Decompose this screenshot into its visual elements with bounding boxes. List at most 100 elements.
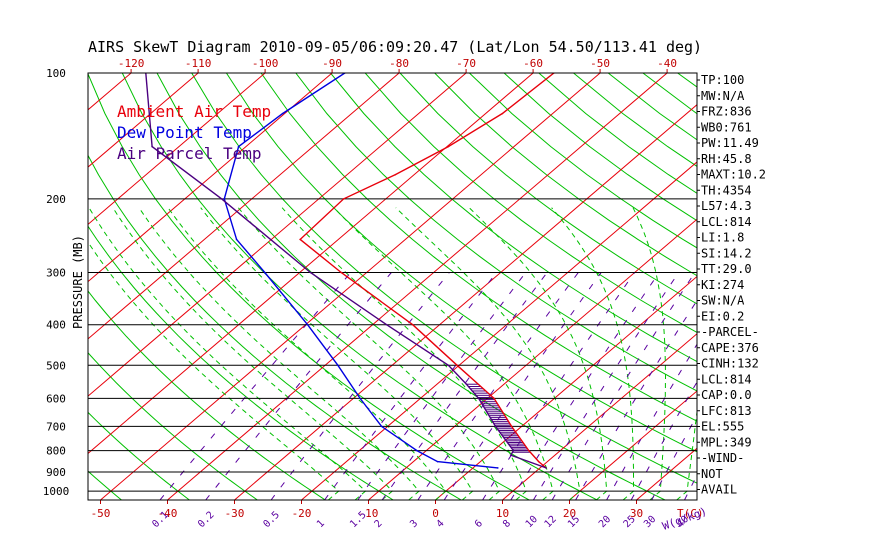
mixing-ratio-tick-label: 20 <box>597 514 613 530</box>
bottom-temp-tick-label: 20 <box>563 507 576 520</box>
series-point-2 <box>477 397 480 400</box>
series-line-0 <box>299 73 555 469</box>
series-line-1 <box>223 73 498 469</box>
dry-adiabat-line <box>364 73 697 334</box>
mixing-ratio-tick-label: 0.5 <box>261 510 282 531</box>
moist-adiabat-line <box>112 207 394 500</box>
index-item: RH:45.8 <box>701 152 752 166</box>
dry-adiabat-line <box>503 73 697 222</box>
dry-adiabat-line <box>747 73 870 500</box>
series-point-2 <box>512 449 515 452</box>
top-temp-tick-label: -120 <box>118 57 145 70</box>
index-item: SI:14.2 <box>701 246 752 260</box>
series-point-2 <box>545 467 547 469</box>
series-point-2 <box>447 364 450 367</box>
pressure-tick-label: 600 <box>46 392 66 405</box>
bottom-temp-tick-label: -10 <box>359 507 379 520</box>
series-point-1 <box>281 112 284 115</box>
series-point-0 <box>299 238 302 241</box>
mixing-ratio-tick-label: 2 <box>373 518 385 530</box>
moist-adiabat-line <box>468 207 608 500</box>
mixing-ratio-line <box>510 272 660 500</box>
isotherm-line <box>771 73 870 500</box>
dry-adiabat-line <box>399 73 697 305</box>
series-point-0 <box>342 198 345 200</box>
index-item: -PARCEL- <box>701 325 759 339</box>
series-point-1 <box>380 425 383 428</box>
moist-adiabat-line <box>88 207 367 500</box>
moist-adiabat-line <box>395 207 581 500</box>
mixing-ratio-tick-label: 8 <box>501 518 513 530</box>
dry-adiabat-line <box>469 73 697 249</box>
dry-adiabat-line <box>295 73 697 392</box>
mixing-ratio-line <box>532 272 680 500</box>
isotherm-line <box>234 104 697 500</box>
index-item: CAPE:376 <box>701 341 759 355</box>
series-point-2 <box>309 271 312 274</box>
isotherm-line <box>88 73 199 168</box>
series-point-2 <box>385 323 388 326</box>
index-item: EI:0.2 <box>701 309 744 323</box>
index-item: NOT <box>701 467 723 481</box>
index-item: FRZ:836 <box>701 105 752 119</box>
series-point-0 <box>411 323 414 326</box>
mixing-ratio-tick-label: 0.2 <box>196 510 217 531</box>
isotherm-line <box>88 73 132 111</box>
series-point-2 <box>494 425 497 428</box>
bottom-temp-tick-label: 0 <box>432 507 439 520</box>
mixing-ratio-line <box>551 272 696 500</box>
dry-adiabat-line <box>88 73 530 500</box>
mixing-ratio-line <box>381 272 548 500</box>
dry-adiabat-line <box>88 290 326 500</box>
moist-adiabat-line <box>167 207 447 500</box>
series-point-1 <box>359 397 361 400</box>
mixing-ratio-line <box>357 272 527 500</box>
pressure-tick-label: 100 <box>46 67 66 80</box>
top-temp-tick-label: -110 <box>185 57 212 70</box>
dry-adiabat-line <box>851 73 870 500</box>
mixing-ratio-tick-label: 4 <box>435 518 447 530</box>
mixing-ratio-line <box>270 272 450 500</box>
pressure-tick-label: 800 <box>46 445 66 458</box>
isotherm-line <box>435 275 697 500</box>
moist-adiabat-line <box>632 207 666 500</box>
index-item: EL:555 <box>701 420 744 434</box>
pressure-tick-label: 200 <box>46 193 66 206</box>
index-item: MAXT:10.2 <box>701 168 766 182</box>
index-item: AVAIL <box>701 483 737 497</box>
series-point-0 <box>394 173 397 176</box>
top-temp-tick-label: -50 <box>590 57 610 70</box>
dry-adiabat-line <box>88 351 258 500</box>
isotherm-line <box>368 218 697 500</box>
legend: Ambient Air Temp Dew Point Temp Air Parc… <box>117 102 271 163</box>
index-item: LCL:814 <box>701 372 752 386</box>
index-item: MPL:349 <box>701 435 752 449</box>
mixing-ratio-tick-label: 3 <box>408 518 420 530</box>
index-item: TP:100 <box>701 73 744 87</box>
dry-adiabat-line <box>816 73 870 500</box>
mixing-ratio-tick-label: 10 <box>524 514 540 530</box>
moist-adiabat-line <box>237 207 501 500</box>
index-item: L57:4.3 <box>701 199 752 213</box>
moist-adiabat-line <box>88 241 340 500</box>
pressure-tick-label: 1000 <box>43 485 70 498</box>
top-temp-tick-label: -90 <box>322 57 342 70</box>
mixing-ratio-line <box>159 272 352 500</box>
legend-ambient-air-temp: Ambient Air Temp <box>117 102 271 121</box>
pressure-tick-label: 500 <box>46 359 66 372</box>
index-item: TT:29.0 <box>701 262 752 276</box>
mixing-ratio-tick-label: 30 <box>642 514 658 530</box>
mixing-ratio-line <box>482 272 636 500</box>
dry-adiabat-line <box>0 73 54 500</box>
bottom-temp-tick-label: 30 <box>630 507 643 520</box>
series-point-0 <box>340 271 343 274</box>
index-item: LI:1.8 <box>701 231 744 245</box>
series-point-1 <box>264 271 266 274</box>
isotherm-line <box>88 73 400 340</box>
pressure-tick-label: 400 <box>46 319 66 332</box>
isotherm-line <box>569 390 697 500</box>
index-item: SW:N/A <box>701 294 745 308</box>
series-point-2 <box>510 454 512 456</box>
